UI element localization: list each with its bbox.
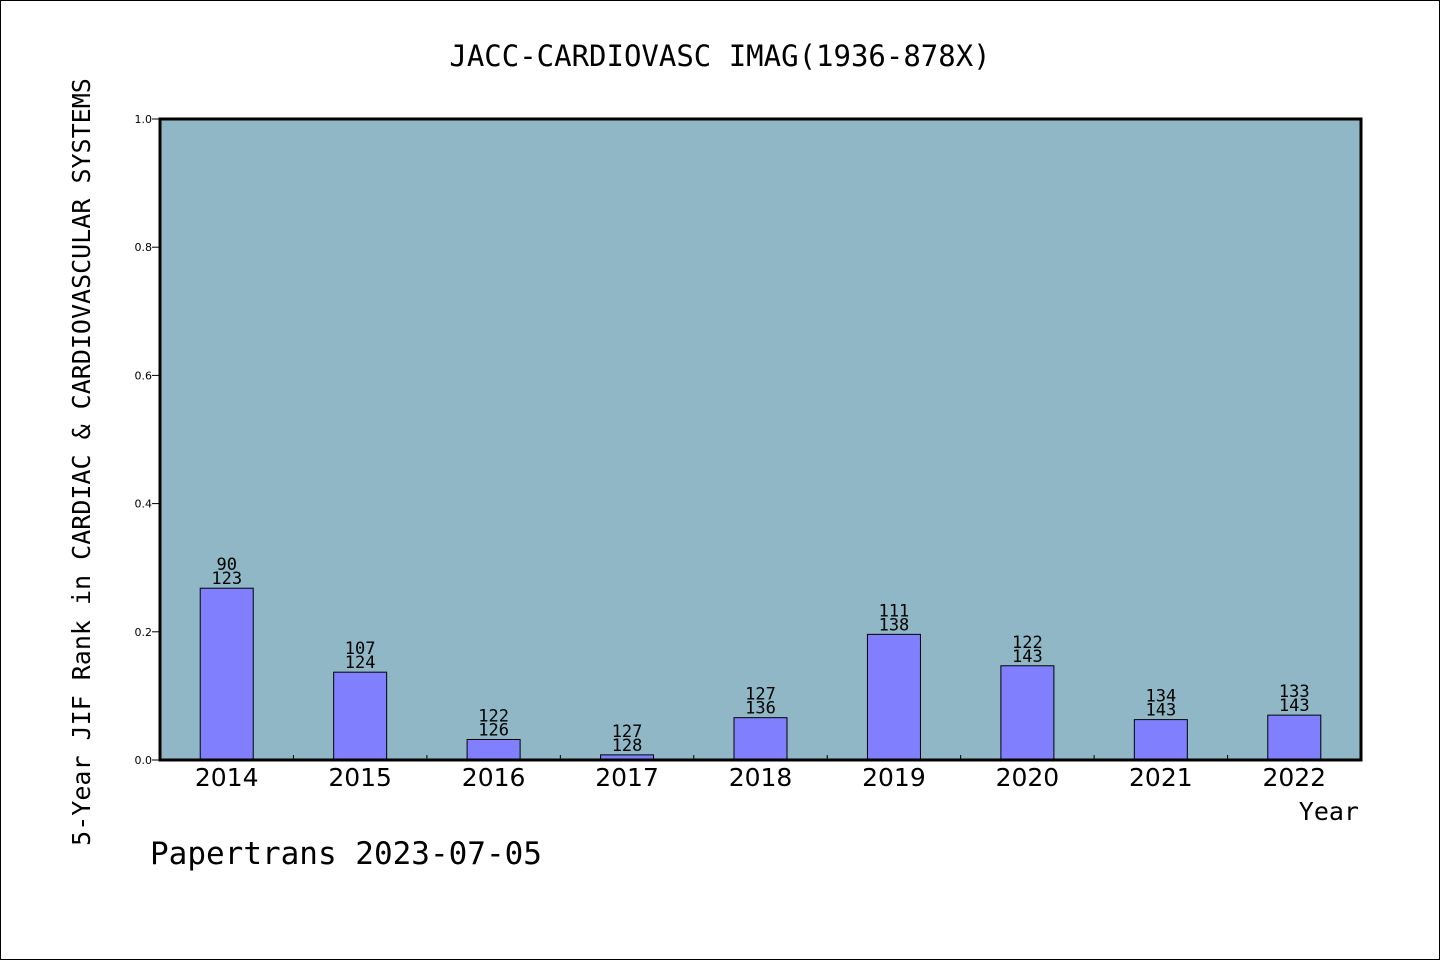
chart-title: JACC-CARDIOVASC IMAG(1936-878X)	[449, 39, 990, 73]
x-tick-label: 2015	[328, 763, 392, 792]
y-axis: 0.0 0.2 0.4 0.6 0.8 1.0	[135, 113, 160, 767]
x-tick-label: 2022	[1262, 763, 1326, 792]
bar-2014	[199, 587, 254, 761]
x-axis: 2014 2015 2016 2017 2018 2019 2020 2021 2022	[195, 755, 1326, 792]
bar-total-label: 123	[211, 569, 242, 589]
bar-2015	[333, 671, 388, 761]
y-axis-label: 5-Year JIF Rank in CARDIAC & CARDIOVASCU…	[67, 78, 96, 846]
y-tick-label: 0.8	[135, 241, 153, 254]
x-tick-label: 2019	[862, 763, 926, 792]
x-tick-label: 2020	[996, 763, 1060, 792]
y-tick-label: 0.0	[135, 754, 153, 767]
y-tick-label: 0.2	[135, 626, 153, 639]
x-tick-label: 2014	[195, 763, 259, 792]
bar-rank-label: 133	[1279, 682, 1310, 702]
bar-2020	[1000, 665, 1055, 761]
bar-total-label: 138	[879, 615, 910, 635]
bar-rank-label: 122	[478, 706, 509, 726]
y-tick-label: 0.4	[135, 498, 153, 511]
watermark-text: Papertrans 2023-07-05	[150, 836, 542, 872]
plot-border	[158, 117, 1363, 762]
bar-total-label: 128	[612, 736, 643, 756]
bar-rank-label: 127	[745, 685, 776, 705]
x-axis-label: Year	[1299, 797, 1359, 826]
bar-2018	[733, 717, 788, 761]
bar-2022	[1267, 714, 1322, 761]
bar-2021	[1133, 719, 1188, 761]
x-tick-label: 2016	[462, 763, 526, 792]
bar-rank-label: 111	[879, 601, 910, 621]
bar-rank-label: 134	[1145, 687, 1176, 707]
bar-rank-label: 122	[1012, 633, 1043, 653]
x-tick-label: 2017	[595, 763, 659, 792]
y-tick-label: 0.6	[135, 369, 153, 382]
bar-2016	[466, 738, 521, 761]
bar-total-label: 143	[1279, 696, 1310, 716]
bar-rank-label: 107	[345, 639, 376, 659]
bar-rank-label: 127	[612, 722, 643, 742]
bar-2019	[866, 633, 921, 761]
bar-total-label: 136	[745, 699, 776, 719]
bar-total-label: 126	[478, 720, 509, 740]
bar-total-label: 143	[1012, 647, 1043, 667]
bar-rank-label: 90	[216, 555, 236, 575]
bars-group	[199, 587, 1322, 761]
y-tick-label: 1.0	[135, 113, 153, 126]
bar-total-label: 124	[345, 653, 376, 673]
x-tick-label: 2021	[1129, 763, 1193, 792]
x-tick-label: 2018	[729, 763, 793, 792]
plot-area	[160, 119, 1361, 760]
bar-total-label: 143	[1145, 701, 1176, 721]
